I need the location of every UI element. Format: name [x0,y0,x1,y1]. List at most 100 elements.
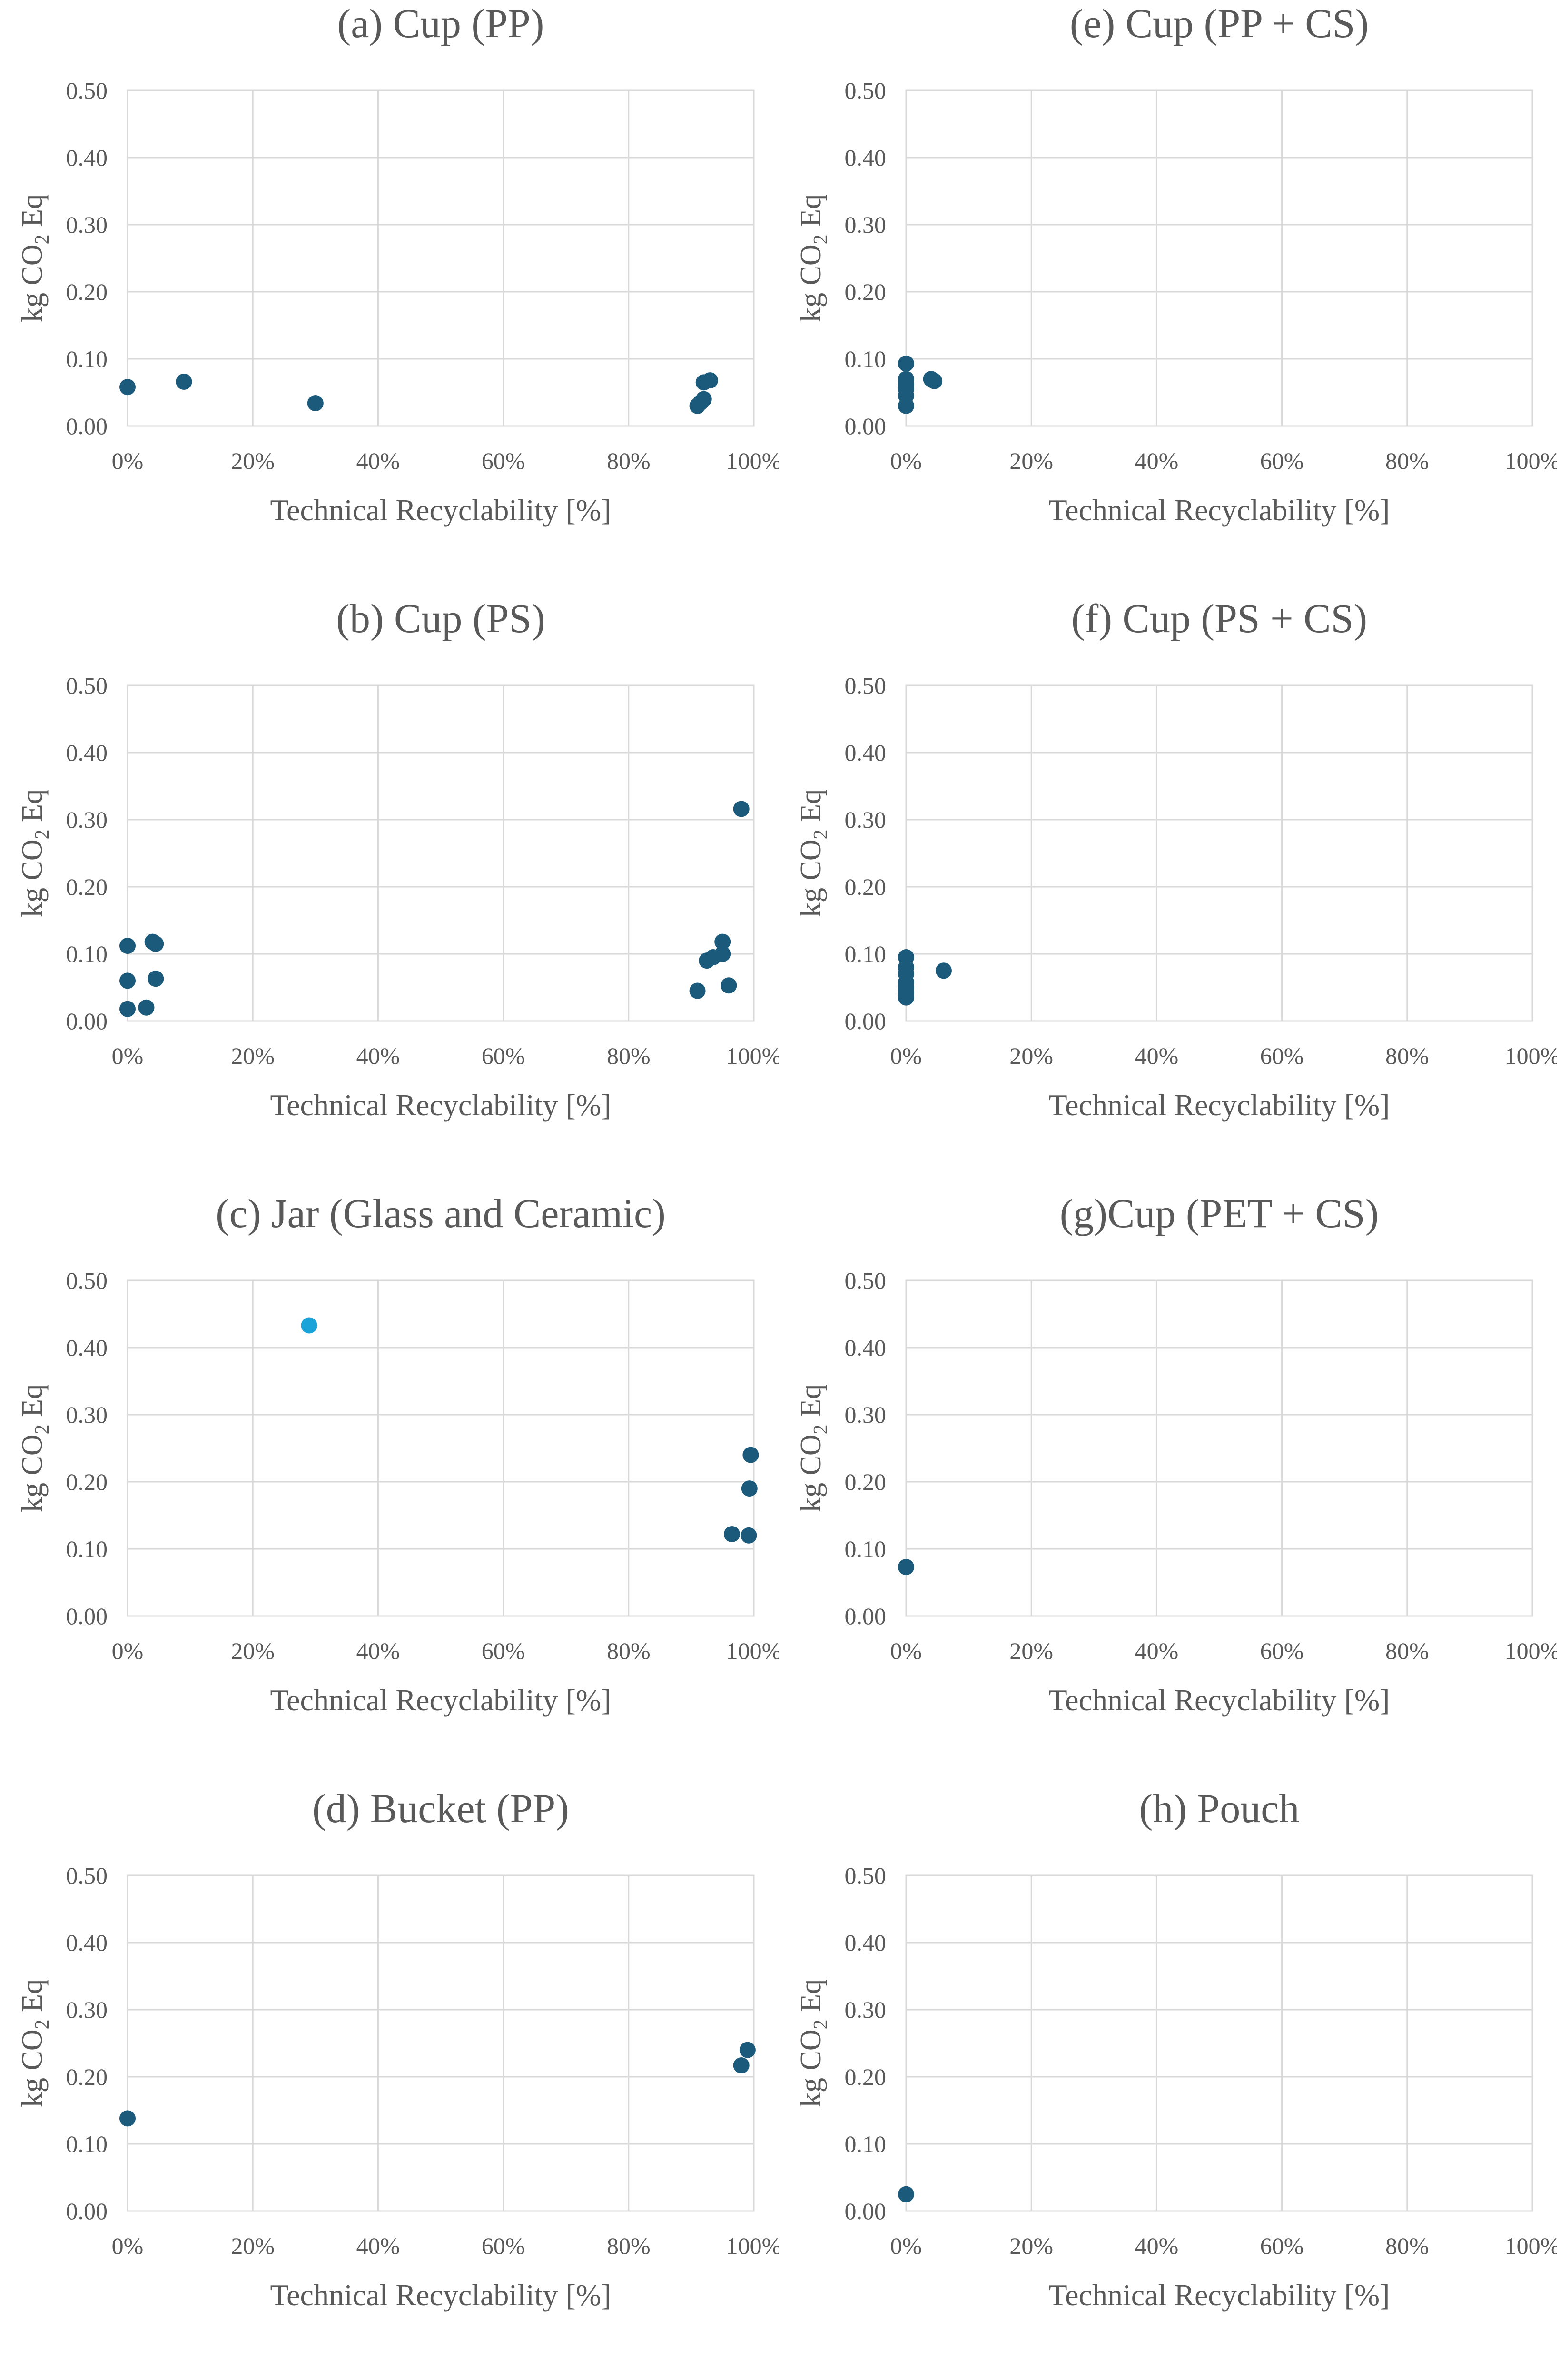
y-tick-label: 0.30 [66,211,108,238]
y-axis-label-subscript: 2 [31,234,53,244]
x-tick-label: 0% [112,2232,144,2259]
x-tick-label: 80% [1385,1042,1429,1069]
plot-grid [905,684,1533,1022]
y-tick-label: 0.20 [66,278,108,305]
data-point [741,1480,758,1497]
y-axis-label-main: kg CO [795,839,827,917]
chart-e-cup-pp-cs: (e) Cup (PP + CS) 0.00 0.10 0.20 0.30 0.40 0.5… [795,0,1557,527]
x-tick-label: 40% [356,447,400,474]
y-tick-label: 0.00 [845,1008,887,1034]
x-tick-label: 0% [890,447,922,474]
y-axis-label-subscript: 2 [31,2019,53,2029]
data-point [119,1001,136,1017]
y-tick-label: 0.30 [845,1401,887,1428]
x-tick-label: 40% [356,1637,400,1664]
y-tick-label: 0.40 [66,1929,108,1956]
y-axis-label-subscript: 2 [810,2019,832,2029]
data-point [148,935,164,952]
plot-grid [905,1874,1533,2212]
x-tick-label: 0% [890,1042,922,1069]
data-point [301,1317,317,1334]
y-axis-label-tail: Eq [16,789,49,829]
x-tick-label: 100% [1505,2232,1557,2259]
chart-h-pouch: (h) Pouch 0.00 0.10 0.20 0.30 0.40 0.50 0% 20% 40… [795,1785,1557,2312]
x-tick-label: 60% [1260,447,1304,474]
x-tick-label: 100% [1505,1637,1557,1664]
data-point [926,373,943,389]
y-axis-label-main: kg CO [795,2029,827,2107]
chart-d-bucket-pp: (d) Bucket (PP) 0.00 0.10 0.20 0.30 0.40 0.50 0… [16,1785,779,2312]
y-tick-label: 0.50 [845,672,887,699]
plot-frame [127,1874,755,2212]
y-tick-label: 0.00 [845,1603,887,1629]
y-axis-label-subscript: 2 [810,829,832,839]
x-tick-label: 100% [1505,447,1557,474]
y-tick-label: 0.30 [845,1996,887,2023]
data-point [898,1559,914,1576]
y-axis-label: kg CO2 Eq [16,1979,53,2107]
plot-grid [127,89,755,427]
y-axis-label-tail: Eq [795,194,827,234]
chart-b-cup-ps: (b) Cup (PS) 0.00 0.10 0.20 0.30 0.40 0.50 0% 20… [16,595,779,1122]
y-tick-label: 0.20 [845,1468,887,1495]
y-tick-label: 0.30 [845,806,887,833]
chart-f-cup-ps-cs: (f) Cup (PS + CS) 0.00 0.10 0.20 0.30 0.40 0.5… [795,595,1557,1122]
y-axis-label: kg CO2 Eq [16,194,53,322]
y-tick-label: 0.20 [66,2063,108,2090]
y-axis-label-tail: Eq [795,1384,827,1424]
x-tick-label: 20% [231,447,275,474]
data-point [148,971,164,987]
x-tick-label: 20% [1009,447,1053,474]
x-tick-label: 20% [231,2232,275,2259]
y-tick-label: 0.00 [66,1603,108,1629]
x-tick-label: 40% [356,1042,400,1069]
x-tick-label: 40% [1135,447,1179,474]
data-point [701,372,718,389]
x-tick-label: 0% [112,447,144,474]
x-tick-label: 60% [1260,2232,1304,2259]
y-tick-label: 0.00 [845,413,887,439]
x-tick-label: 100% [726,1637,779,1664]
y-axis-label-subscript: 2 [810,234,832,244]
data-point [898,355,914,372]
y-tick-label: 0.40 [845,739,887,766]
y-tick-label: 0.50 [66,1862,108,1889]
y-tick-label: 0.30 [66,806,108,833]
y-tick-label: 0.30 [66,1996,108,2023]
y-tick-label: 0.00 [66,413,108,439]
x-tick-label: 0% [112,1637,144,1664]
y-axis-label-subscript: 2 [31,829,53,839]
y-tick-label: 0.10 [845,346,887,372]
x-tick-label: 100% [726,447,779,474]
x-tick-label: 60% [482,1042,525,1069]
y-tick-label: 0.50 [845,1862,887,1889]
y-axis-label: kg CO2 Eq [795,1384,832,1512]
data-point [714,946,731,962]
x-tick-label: 40% [1135,1042,1179,1069]
y-tick-label: 0.20 [66,873,108,900]
x-tick-label: 20% [1009,2232,1053,2259]
chart-title: (b) Cup (PS) [336,595,545,641]
x-tick-label: 80% [1385,1637,1429,1664]
x-tick-label: 80% [1385,2232,1429,2259]
plot-frame [905,684,1533,1022]
y-tick-label: 0.50 [66,1267,108,1294]
y-tick-label: 0.50 [845,77,887,104]
series-0 [119,801,750,1017]
data-point [714,933,731,950]
y-axis-label: kg CO2 Eq [795,789,832,917]
x-axis-label: Technical Recyclability [%] [1049,493,1390,527]
y-tick-label: 0.20 [845,873,887,900]
y-axis-label-tail: Eq [16,194,49,234]
y-tick-label: 0.30 [845,211,887,238]
y-tick-label: 0.10 [66,1536,108,1562]
y-tick-label: 0.10 [66,346,108,372]
chart-title: (f) Cup (PS + CS) [1071,595,1367,641]
series-0 [898,1559,914,1576]
chart-title: (d) Bucket (PP) [312,1785,569,1831]
series-1 [301,1317,317,1334]
x-axis-label: Technical Recyclability [%] [1049,1683,1390,1717]
y-tick-label: 0.40 [66,1334,108,1361]
y-tick-label: 0.10 [845,2131,887,2157]
y-tick-label: 0.00 [845,2198,887,2224]
